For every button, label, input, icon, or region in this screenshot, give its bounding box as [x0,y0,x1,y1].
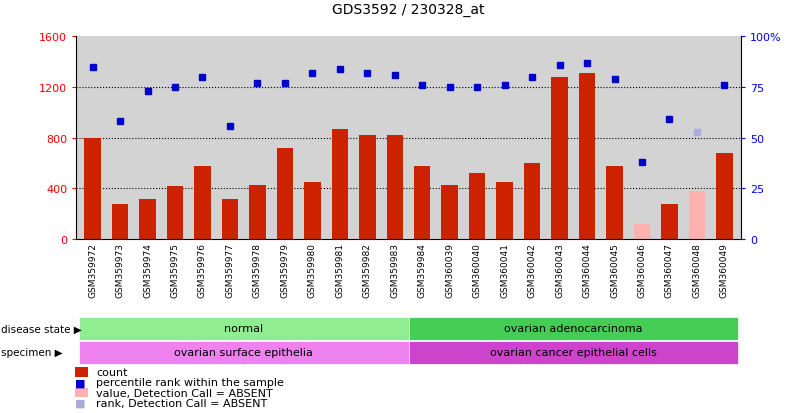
Bar [387,136,403,240]
Text: ovarian adenocarcinoma: ovarian adenocarcinoma [504,323,642,334]
Bar [112,204,128,240]
Bar [249,185,266,240]
Text: disease state ▶: disease state ▶ [1,323,82,334]
Bar [497,183,513,240]
Bar [276,148,293,240]
Text: ■: ■ [74,377,86,387]
Text: count: count [96,367,127,377]
Bar [579,74,595,240]
Bar [662,204,678,240]
Bar [414,166,430,240]
Bar [194,166,211,240]
Bar [469,174,485,240]
Bar [634,224,650,240]
Text: ovarian surface epithelia: ovarian surface epithelia [175,347,313,358]
Bar [689,192,705,240]
Bar [167,186,183,240]
Bar [551,78,568,240]
Text: ovarian cancer epithelial cells: ovarian cancer epithelial cells [490,347,657,358]
Text: value, Detection Call = ABSENT: value, Detection Call = ABSENT [96,387,273,398]
Bar [304,183,320,240]
Bar [84,138,101,240]
Bar [359,136,376,240]
Text: GDS3592 / 230328_at: GDS3592 / 230328_at [332,2,485,17]
Bar [139,199,155,240]
Text: normal: normal [224,323,264,334]
Bar [441,185,458,240]
Bar [332,130,348,240]
Text: rank, Detection Call = ABSENT: rank, Detection Call = ABSENT [96,398,268,408]
Bar [524,164,541,240]
Text: ■: ■ [74,398,86,408]
Bar [222,199,238,240]
Text: specimen ▶: specimen ▶ [1,347,62,358]
Bar [606,166,623,240]
Bar [716,154,733,240]
Text: percentile rank within the sample: percentile rank within the sample [96,377,284,387]
